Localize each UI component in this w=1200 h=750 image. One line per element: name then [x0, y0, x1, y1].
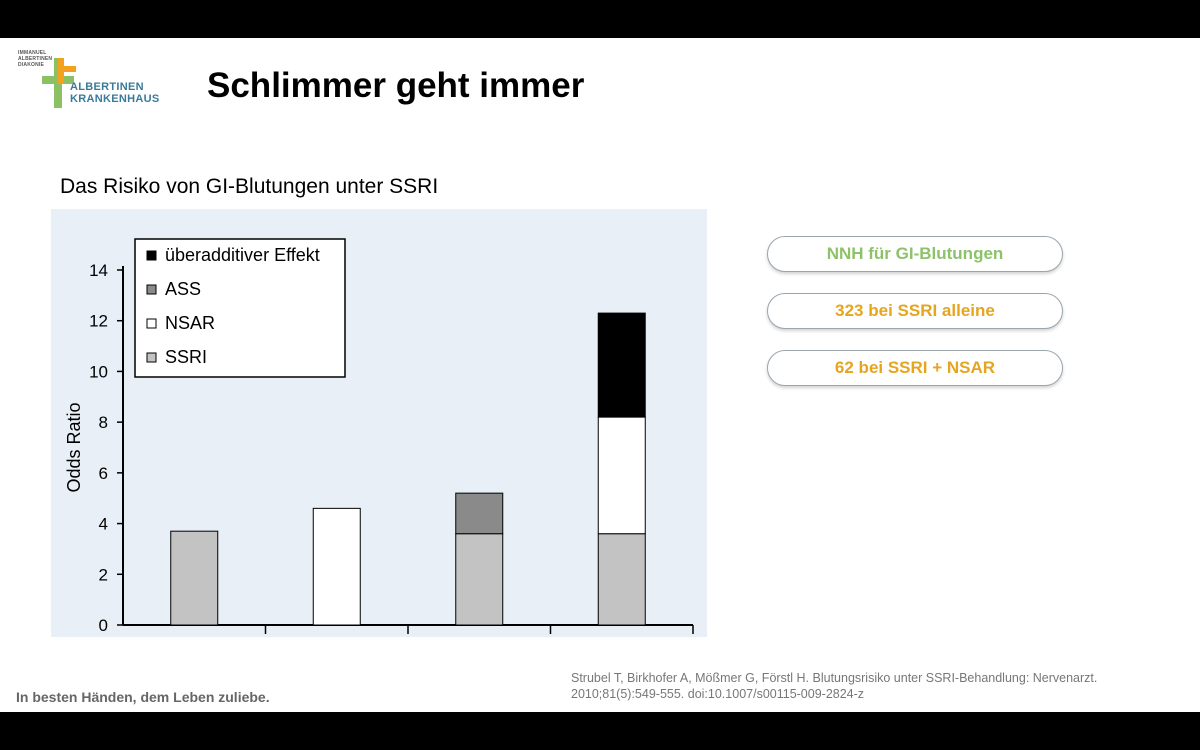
legend-label: überadditiver Effekt [165, 245, 320, 265]
chart-heading: Das Risiko von GI-Blutungen unter SSRI [60, 175, 439, 198]
legend-label: NSAR [165, 313, 215, 333]
legend-swatch [146, 250, 157, 261]
albertinen-logo: IMMANUEL ALBERTINEN DIAKONIE ALBERTINEN … [14, 48, 174, 112]
bar-ssri-ssri-nsar [597, 533, 646, 626]
logo-org-line-1: IMMANUEL [18, 50, 47, 56]
logo-name-line-1: ALBERTINEN [70, 81, 144, 93]
bar-ass-ssri-ass [455, 492, 504, 535]
logo-org-line-2: ALBERTINEN [18, 56, 53, 62]
bar-nsar-nsar [312, 507, 361, 626]
y-tick-label: 12 [89, 312, 108, 331]
y-tick-label: 6 [99, 464, 108, 483]
bar-nsar-ssri-nsar [597, 416, 646, 535]
cross-icon [42, 58, 76, 108]
logo-org-line-3: DIAKONIE [18, 62, 45, 68]
slide-title: Schlimmer geht immer [207, 66, 585, 105]
nnh-ssri-pill: 323 bei SSRI alleine [767, 293, 1063, 329]
logo-name: ALBERTINEN KRANKENHAUS [70, 81, 159, 105]
y-tick-label: 14 [89, 261, 108, 280]
legend-swatch [146, 318, 157, 329]
y-tick-label: 4 [99, 515, 108, 534]
bar-ssri-ssri-ass [455, 533, 504, 626]
slogan: In besten Händen, dem Leben zuliebe. [16, 689, 270, 705]
bar-ssri-ssri [170, 530, 219, 626]
legend-box [134, 238, 346, 378]
citation: Strubel T, Birkhofer A, Mößmer G, Förstl… [571, 671, 1098, 701]
y-tick-label: 2 [99, 565, 108, 584]
logo-name-line-2: KRANKENHAUS [70, 93, 160, 105]
y-tick-label: 10 [89, 362, 108, 381]
y-axis-label: Odds Ratio [64, 402, 84, 492]
y-tick-label: 8 [99, 413, 108, 432]
legend-swatch [146, 284, 157, 295]
legend-label: SSRI [165, 347, 207, 367]
legend-swatch [146, 352, 157, 363]
legend-label: ASS [165, 279, 201, 299]
slide: IMMANUEL ALBERTINEN DIAKONIE ALBERTINEN … [0, 38, 1200, 712]
nnh-heading-pill: NNH für GI-Blutungen [767, 236, 1063, 272]
bar--beradditiver-effekt-ssri-nsar [597, 312, 646, 418]
nnh-ssri-nsar-pill: 62 bei SSRI + NSAR [767, 350, 1063, 386]
logo-org-names: IMMANUEL ALBERTINEN DIAKONIE [18, 50, 52, 68]
y-tick-label: 0 [99, 616, 108, 635]
